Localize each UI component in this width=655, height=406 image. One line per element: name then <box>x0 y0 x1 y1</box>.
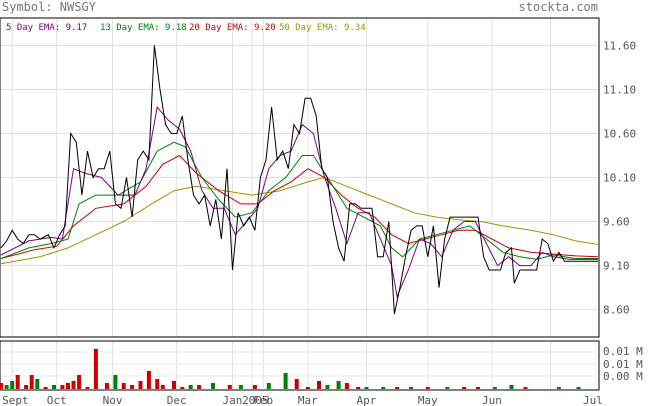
volume-bar <box>71 381 76 389</box>
volume-bar <box>0 383 3 389</box>
volume-bar <box>155 379 160 389</box>
volume-bar <box>138 381 143 389</box>
volume-bar <box>576 387 581 389</box>
legend-ema20: 20 Day EMA: 9.20 <box>189 23 276 33</box>
price-y-tick: 10.60 <box>603 127 636 140</box>
volume-bar <box>197 385 202 389</box>
x-tick-label: Sept <box>2 394 29 406</box>
price-y-tick: 8.60 <box>603 304 630 317</box>
volume-bar <box>476 387 480 389</box>
volume-bar <box>305 387 310 389</box>
price-line <box>0 45 598 315</box>
volume-bar <box>188 385 193 389</box>
volume-bar <box>85 387 90 389</box>
volume-bar <box>356 387 361 389</box>
volume-bar <box>211 383 215 389</box>
x-tick-label: Mar <box>298 394 318 406</box>
volume-bar <box>462 387 467 389</box>
volume-bar <box>492 387 497 389</box>
volume-plot-frame <box>0 340 600 391</box>
volume-bar <box>425 387 430 389</box>
volume-bar <box>160 385 165 389</box>
price-y-tick: 9.10 <box>603 260 630 273</box>
volume-bar <box>283 373 288 389</box>
volume-bar <box>266 383 271 389</box>
x-tick-label: Nov <box>103 394 123 406</box>
volume-bar <box>146 371 151 389</box>
volume-bar <box>66 383 70 389</box>
volume-bar <box>238 385 243 389</box>
volume-bar <box>43 387 48 389</box>
volume-bar <box>395 387 400 389</box>
volume-bar <box>121 383 126 389</box>
volume-bar <box>172 381 176 389</box>
price-y-tick: 10.10 <box>603 172 636 185</box>
volume-bars <box>0 349 581 389</box>
volume-bar <box>294 379 299 389</box>
ema-legend: 5 Day EMA: 9.17 13 Day EMA: 9.18 20 Day … <box>6 23 366 33</box>
volume-bar <box>29 375 34 389</box>
volume-bar <box>523 387 528 389</box>
volume-y-tick: 0.00 M <box>603 370 643 383</box>
x-tick-label: Jul <box>583 394 603 406</box>
ema5-line <box>0 105 598 299</box>
x-tick-label: May <box>418 394 438 406</box>
volume-y-tick: 0.01 M <box>603 345 643 358</box>
x-tick-label: Dec <box>167 394 187 406</box>
volume-bar <box>252 385 257 389</box>
volume-bar <box>364 387 369 389</box>
volume-bar <box>409 387 414 389</box>
volume-bar <box>180 387 185 389</box>
volume-y-axis: 0.01 M0.01 M0.00 M <box>603 345 643 383</box>
site-label: stockta.com <box>519 0 598 14</box>
volume-bar <box>105 383 109 389</box>
legend-ema13: 13 Day EMA: 9.18 <box>100 23 187 33</box>
volume-bar <box>77 375 82 389</box>
volume-bar <box>336 381 341 389</box>
price-y-tick: 11.60 <box>603 39 636 52</box>
legend-ema5: 5 Day EMA: 9.17 <box>6 23 87 33</box>
price-lines <box>0 45 599 315</box>
volume-bar <box>10 381 15 389</box>
x-tick-label: 2005 <box>242 394 269 406</box>
ema20-line <box>0 154 599 259</box>
symbol-label: Symbol: NWSGY <box>2 0 97 14</box>
x-tick-label: Apr <box>356 394 376 406</box>
price-y-tick: 11.10 <box>603 83 636 96</box>
volume-bar <box>325 385 330 389</box>
x-tick-label: Jan <box>223 394 243 406</box>
volume-bar <box>130 385 135 389</box>
volume-bar <box>24 385 29 389</box>
volume-bar <box>317 381 321 389</box>
volume-bar <box>4 385 9 389</box>
volume-bar <box>556 387 561 389</box>
volume-bar <box>93 349 98 389</box>
volume-bar <box>344 383 349 389</box>
volume-bar <box>35 379 40 389</box>
volume-bar <box>60 385 65 389</box>
volume-y-tick: 0.01 M <box>603 358 643 371</box>
price-y-tick: 9.60 <box>603 216 630 229</box>
volume-bar <box>113 375 118 389</box>
x-tick-label: Oct <box>47 394 67 406</box>
volume-bar <box>52 385 56 389</box>
volume-bar <box>227 385 232 389</box>
x-tick-label: Jun <box>482 394 502 406</box>
legend-ema50: 50 Day EMA: 9.34 <box>279 23 366 33</box>
volume-bar <box>15 375 20 389</box>
x-tick-label: Feb <box>253 394 273 406</box>
volume-bar <box>445 387 450 389</box>
volume-bar <box>509 385 514 389</box>
volume-bar <box>381 387 386 389</box>
price-y-axis: 8.60 9.10 9.60 10.10 10.60 11.10 11.60 <box>603 39 636 316</box>
